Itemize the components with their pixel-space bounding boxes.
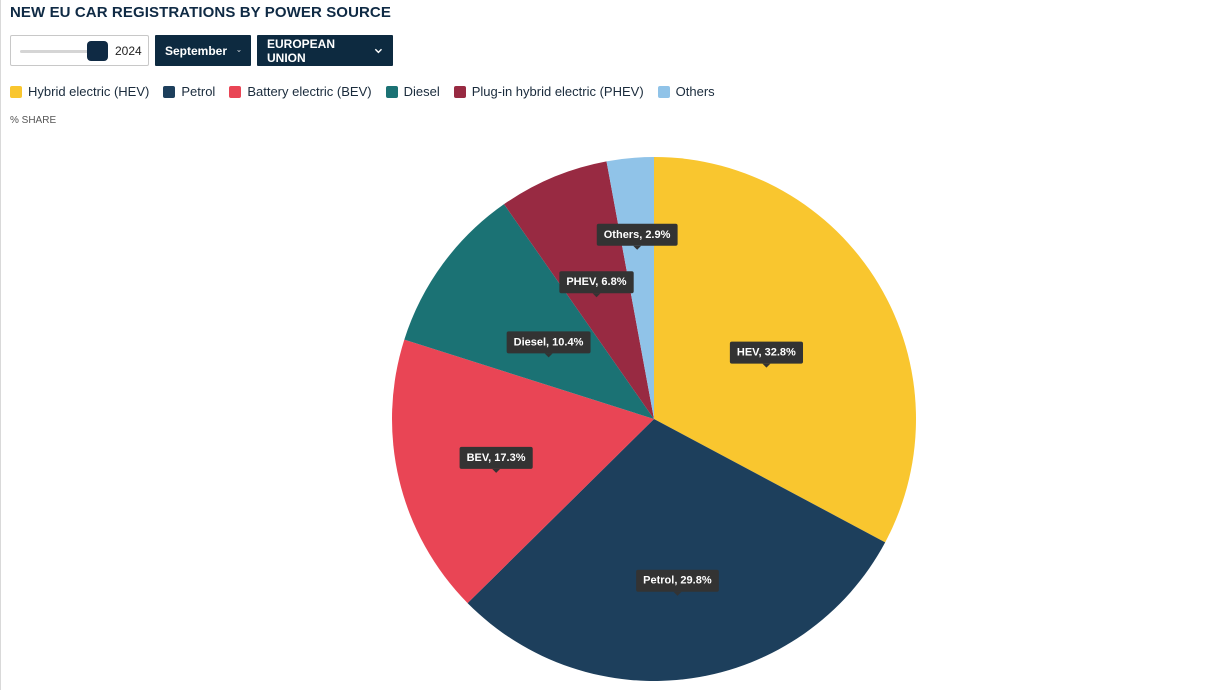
legend-item-bev[interactable]: Battery electric (BEV): [229, 84, 372, 99]
unit-label: % SHARE: [10, 115, 57, 126]
data-label-box: [559, 271, 634, 294]
month-dropdown[interactable]: September: [155, 35, 251, 66]
controls-bar: 2024 September EUROPEAN UNION: [10, 35, 393, 66]
legend-swatch: [453, 85, 466, 98]
slider-thumb[interactable]: [87, 41, 108, 61]
year-value: 2024: [115, 44, 142, 58]
data-label-text: BEV, 17.3%: [467, 452, 526, 464]
slider-track[interactable]: [20, 50, 100, 53]
data-label-box: [459, 446, 533, 469]
legend-item-others[interactable]: Others: [657, 84, 715, 99]
legend-label: Diesel: [403, 84, 440, 99]
data-label-pointer: [673, 591, 682, 596]
legend-item-hev[interactable]: Hybrid electric (HEV): [10, 84, 149, 99]
chevron-down-icon: [374, 48, 383, 53]
data-label-box: [729, 341, 804, 364]
year-slider[interactable]: 2024: [10, 35, 149, 66]
data-label-pointer: [492, 468, 501, 473]
data-label-petrol: Petrol, 29.8%: [636, 569, 719, 596]
region-dropdown-label: EUROPEAN UNION: [267, 36, 336, 65]
legend-item-petrol[interactable]: Petrol: [163, 84, 215, 99]
data-label-box: [506, 331, 591, 354]
data-label-pointer: [592, 293, 601, 298]
legend: Hybrid electric (HEV) Petrol Battery ele…: [10, 84, 715, 99]
data-label-box: [596, 223, 678, 246]
data-label-phev: PHEV, 6.8%: [559, 271, 634, 298]
pie-slice-petrol[interactable]: [467, 419, 886, 682]
legend-swatch: [163, 85, 176, 98]
legend-label: Plug-in hybrid electric (PHEV): [471, 84, 644, 99]
legend-swatch: [229, 85, 242, 98]
legend-label: Hybrid electric (HEV): [28, 84, 150, 99]
month-dropdown-label: September: [165, 43, 228, 58]
legend-swatch: [657, 85, 670, 98]
data-label-text: HEV, 32.8%: [737, 347, 796, 359]
data-label-text: PHEV, 6.8%: [566, 276, 626, 288]
legend-item-phev[interactable]: Plug-in hybrid electric (PHEV): [453, 84, 644, 99]
data-label-pointer: [544, 353, 553, 358]
data-label-text: Petrol, 29.8%: [643, 575, 712, 587]
data-label-hev: HEV, 32.8%: [729, 341, 804, 368]
chevron-down-icon: [237, 49, 241, 52]
data-label-others: Others, 2.9%: [596, 223, 678, 250]
legend-label: Others: [675, 84, 715, 99]
legend-swatch: [10, 85, 22, 98]
data-label-text: Diesel, 10.4%: [514, 336, 584, 348]
data-label-box: [636, 569, 719, 592]
pie-slice-bev[interactable]: [392, 339, 654, 604]
chart-title: NEW EU CAR REGISTRATIONS BY POWER SOURCE: [10, 4, 391, 21]
data-label-pointer: [633, 245, 642, 250]
data-label-bev: BEV, 17.3%: [459, 446, 533, 473]
legend-swatch: [385, 85, 398, 98]
legend-label: Petrol: [181, 84, 216, 99]
legend-label: Battery electric (BEV): [247, 84, 372, 99]
data-label-diesel: Diesel, 10.4%: [506, 331, 591, 358]
region-dropdown[interactable]: EUROPEAN UNION: [257, 35, 393, 66]
data-label-text: Others, 2.9%: [604, 229, 671, 241]
data-label-pointer: [762, 363, 771, 368]
legend-item-diesel[interactable]: Diesel: [385, 84, 440, 99]
pie-slice-diesel[interactable]: [404, 204, 654, 419]
